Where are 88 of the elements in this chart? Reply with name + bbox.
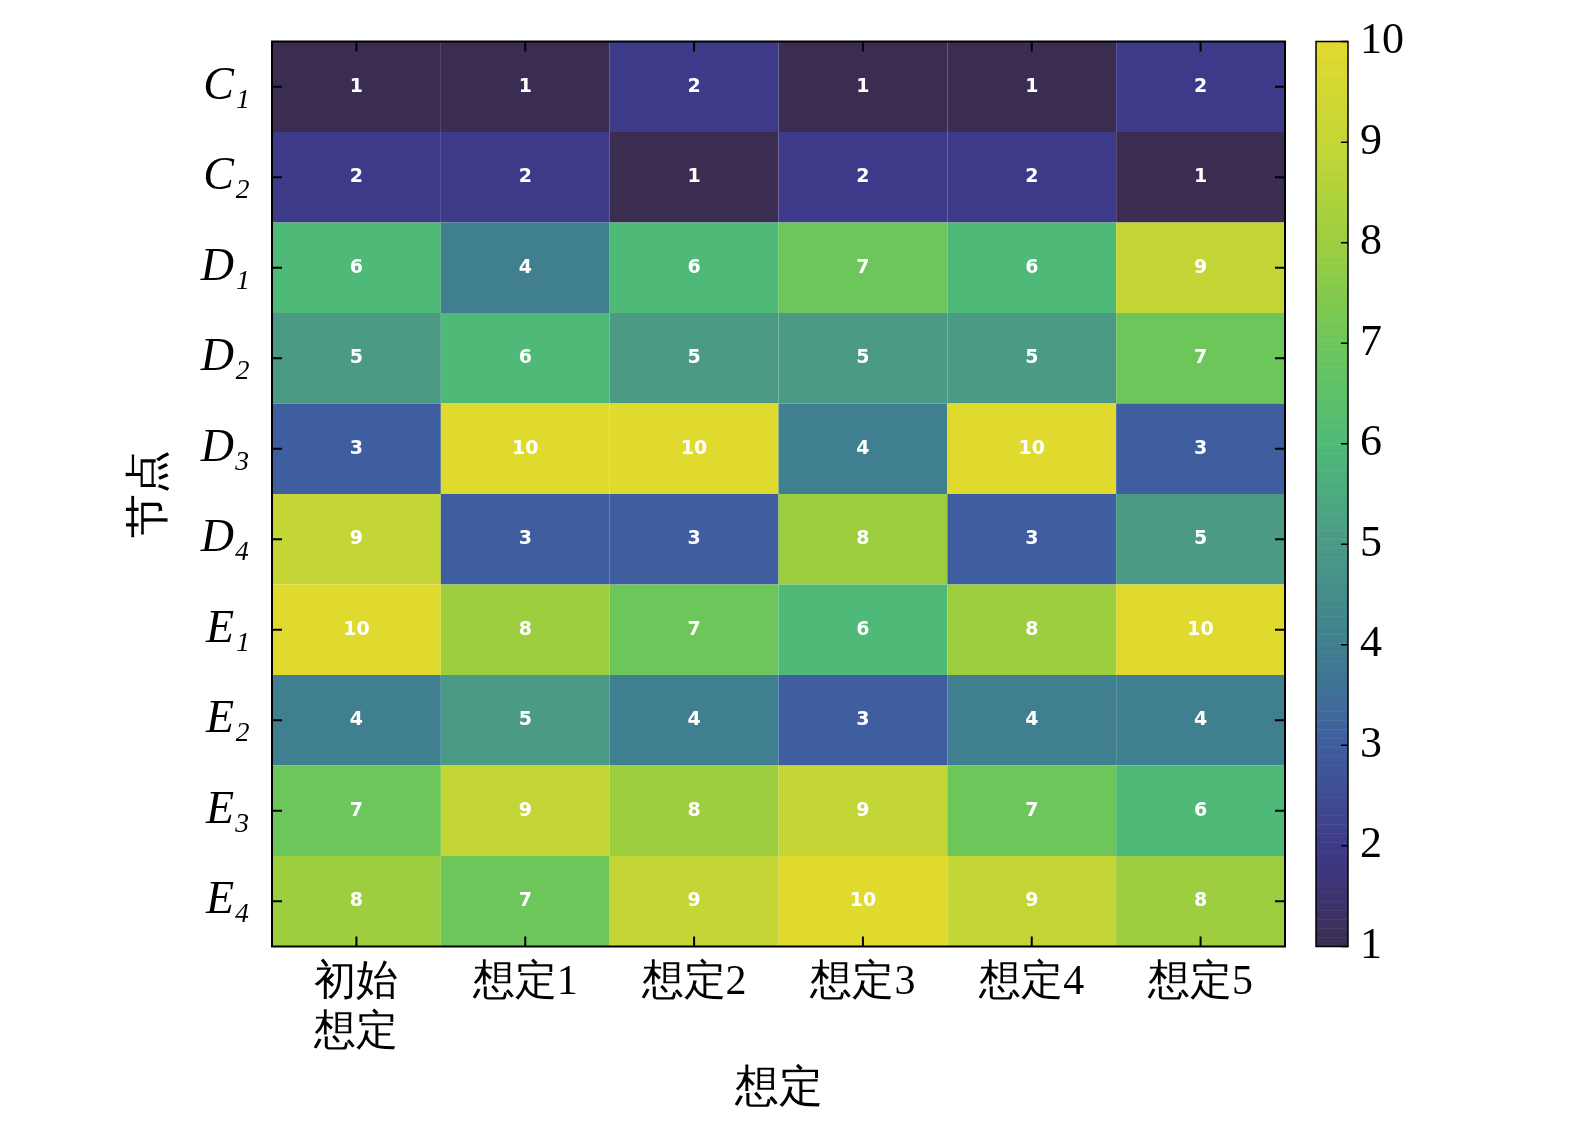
color-bar-label: 5 [1360,516,1382,566]
data-label: 4 [349,707,364,730]
data-label: 1 [856,73,870,96]
data-label: 5 [518,707,532,730]
data-label: 4 [1193,707,1208,730]
data-label: 2 [856,164,870,187]
y-tick-label: C₁ [203,57,251,109]
y-tick-label: D₂ [199,329,251,381]
x-axis-title: 想定 [733,1062,823,1112]
y-tick-label: D₄ [199,510,251,562]
data-label: 2 [687,73,701,96]
color-bar-label: 10 [1360,14,1404,64]
data-label: 10 [1187,616,1214,639]
data-label: 2 [1193,73,1208,96]
x-tick-label: 想定5 [1147,956,1254,1003]
x-tick-label: 初始想定 [313,956,399,1054]
data-label: 7 [856,254,870,277]
data-label: 8 [1193,888,1208,911]
color-bar-label: 2 [1360,818,1382,868]
data-label: 5 [856,345,870,368]
data-label: 10 [512,435,539,458]
data-label: 7 [349,797,364,820]
data-label: 7 [518,888,532,911]
data-label: 1 [518,73,532,96]
data-label: 9 [856,797,870,820]
data-label: 2 [349,164,364,187]
x-tick-label: 想定2 [640,956,747,1003]
data-label: 4 [1025,707,1039,730]
data-label: 7 [1025,797,1039,820]
data-label: 6 [1193,797,1208,820]
data-label: 3 [687,526,701,549]
data-label: 8 [349,888,364,911]
y-tick-label: E₃ [204,781,251,833]
color-bar-label: 4 [1360,617,1382,667]
data-label: 5 [349,345,364,368]
data-label: 9 [518,797,532,820]
data-label: 8 [518,616,532,639]
data-label: 6 [349,254,364,277]
data-label: 8 [1025,616,1039,639]
data-label: 5 [687,345,701,368]
data-label: 10 [849,888,877,911]
color-bar-label: 9 [1360,114,1382,164]
data-label: 10 [680,435,708,458]
data-label: 7 [687,616,701,639]
data-label: 8 [687,797,701,820]
data-label: 4 [856,435,870,458]
color-bar-label: 7 [1360,315,1382,365]
x-tick-label: 想定3 [809,956,916,1003]
data-label: 8 [856,526,870,549]
x-tick-label: 想定4 [978,956,1085,1003]
data-label: 9 [1025,888,1039,911]
data-label: 4 [518,254,532,277]
data-label: 1 [1193,164,1208,187]
data-label: 4 [687,707,701,730]
data-label: 5 [1193,526,1208,549]
data-label: 9 [1193,254,1208,277]
data-label: 10 [343,616,370,639]
color-bar-label: 3 [1360,717,1382,767]
data-label: 9 [687,888,701,911]
color-bar-label: 1 [1360,918,1382,968]
y-tick-label: D₃ [199,419,251,471]
data-label: 5 [1025,345,1039,368]
data-label: 9 [349,526,364,549]
y-tick-label: D₁ [199,238,251,290]
data-label: 3 [518,526,532,549]
data-label: 6 [687,254,701,277]
data-label: 3 [1193,435,1208,458]
data-label: 10 [1018,435,1045,458]
color-bar-label: 8 [1360,215,1382,265]
data-label: 1 [687,164,701,187]
y-tick-label: C₂ [203,148,251,200]
data-label: 2 [518,164,532,187]
y-tick-label: E₄ [204,872,251,924]
data-label: 2 [1025,164,1039,187]
y-axis-title: 节点 [122,450,172,538]
color-bar-label: 6 [1360,416,1382,466]
data-label: 6 [518,345,532,368]
y-tick-label: E₂ [204,691,251,743]
data-label: 1 [349,73,364,96]
data-label: 3 [1025,526,1039,549]
data-label: 6 [1025,254,1039,277]
data-label: 6 [856,616,870,639]
data-label: 3 [349,435,364,458]
data-label: 7 [1193,345,1208,368]
y-tick-label: E₁ [204,600,251,652]
data-label: 1 [1025,73,1039,96]
x-tick-label: 想定1 [471,956,578,1003]
data-label: 3 [856,707,870,730]
